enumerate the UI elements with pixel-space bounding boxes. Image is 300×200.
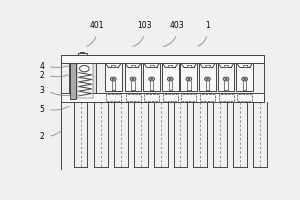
Text: 3: 3 [40,86,45,95]
Text: 2: 2 [40,71,45,80]
Bar [143,62,160,91]
Bar [168,65,172,67]
Bar [236,62,253,91]
Bar [111,65,116,67]
Bar [77,59,94,98]
Text: 5: 5 [40,105,45,114]
Bar [224,65,228,67]
Bar [61,55,264,62]
Bar [237,94,252,101]
Circle shape [223,77,229,81]
Circle shape [151,78,153,80]
Circle shape [225,78,227,80]
Bar [199,62,216,91]
Bar [150,65,154,67]
Text: 1: 1 [205,21,210,30]
Bar [187,65,191,67]
Circle shape [205,77,210,81]
Bar [61,55,264,62]
Circle shape [242,77,247,81]
Circle shape [186,77,192,81]
Bar [200,94,215,101]
Circle shape [80,65,89,72]
Circle shape [206,78,208,80]
Bar [163,94,178,101]
Circle shape [132,78,134,80]
Circle shape [167,77,173,81]
Bar [218,94,234,101]
Circle shape [169,78,171,80]
Bar [105,62,122,91]
Text: 403: 403 [170,21,184,30]
Bar [181,62,197,91]
Circle shape [244,78,246,80]
Bar [218,62,234,91]
Bar [162,62,178,91]
Circle shape [188,78,190,80]
Circle shape [112,78,114,80]
Text: 401: 401 [89,21,104,30]
Bar [106,94,121,101]
Text: 4: 4 [40,62,45,71]
Bar [131,65,135,67]
Bar [125,62,141,91]
Circle shape [130,77,136,81]
Text: 2: 2 [40,132,45,141]
Bar [243,65,247,67]
Bar [181,94,196,101]
Bar [70,58,76,99]
Bar [69,56,96,100]
Bar [78,53,87,56]
Text: 103: 103 [137,21,152,30]
Circle shape [110,77,116,81]
Bar [125,94,141,101]
Bar [144,94,159,101]
Bar [80,52,84,53]
Bar [61,93,264,102]
Circle shape [149,77,155,81]
Bar [206,65,209,67]
